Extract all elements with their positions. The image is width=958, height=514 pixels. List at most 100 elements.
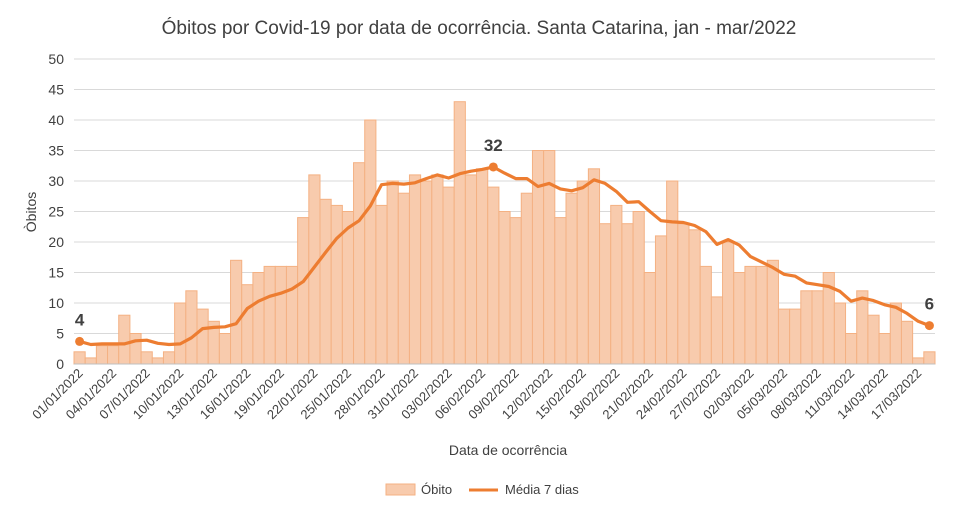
bar — [867, 314, 880, 365]
bar — [576, 180, 589, 365]
bar — [230, 259, 243, 365]
legend-label-bar: Óbito — [421, 482, 452, 497]
bar — [610, 204, 623, 365]
y-tick-label: 5 — [56, 326, 64, 342]
bar — [688, 229, 701, 365]
bar — [274, 265, 287, 365]
callout-marker — [924, 321, 934, 331]
y-tick-label: 10 — [48, 295, 64, 311]
bar — [599, 223, 612, 365]
y-tick-label: 50 — [48, 51, 64, 67]
bar — [509, 217, 522, 365]
callout-label: 6 — [925, 295, 934, 314]
bar — [621, 223, 634, 365]
bar — [677, 223, 690, 365]
bar — [498, 211, 511, 365]
bar — [364, 119, 377, 365]
bar — [710, 296, 724, 365]
bar — [845, 333, 858, 365]
bar — [632, 211, 645, 365]
bar — [442, 186, 455, 365]
callout-labels: 4 32 6 — [75, 136, 934, 346]
bar — [386, 180, 399, 365]
bar — [800, 290, 813, 365]
bar — [554, 217, 567, 365]
legend-label-line: Média 7 dias — [505, 482, 579, 497]
callout-marker — [488, 162, 498, 172]
bar — [196, 308, 209, 365]
bar — [185, 290, 198, 365]
bar — [654, 235, 668, 365]
legend: Óbito Média 7 dias — [385, 482, 579, 497]
x-axis-label: Data de ocorrência — [449, 442, 568, 458]
bar — [174, 302, 187, 365]
bar — [431, 174, 444, 365]
bar — [162, 351, 176, 365]
y-tick-label: 40 — [48, 112, 64, 128]
bar — [95, 345, 109, 365]
bar — [263, 265, 276, 365]
bar — [285, 265, 299, 365]
bar — [241, 284, 254, 365]
bar — [118, 314, 131, 365]
bar — [297, 217, 310, 365]
bar — [408, 174, 422, 365]
y-tick-label: 0 — [56, 356, 64, 372]
bar — [420, 180, 433, 365]
bar — [766, 259, 779, 365]
bar — [889, 302, 902, 365]
bar — [587, 168, 601, 365]
bar — [520, 192, 533, 365]
y-tick-label: 20 — [48, 234, 64, 250]
bar — [341, 211, 355, 365]
bar — [878, 333, 891, 365]
bar — [643, 272, 656, 365]
bar — [912, 357, 925, 365]
chart-title: Óbitos por Covid-19 por data de ocorrênc… — [162, 17, 797, 39]
y-tick-label: 25 — [48, 204, 64, 220]
bar — [140, 351, 153, 365]
bar — [453, 101, 466, 365]
bar — [397, 192, 410, 365]
moving-average-line — [77, 165, 932, 347]
bar — [833, 302, 847, 365]
bar — [319, 198, 332, 365]
bar — [722, 241, 735, 365]
bar — [252, 272, 265, 365]
bar — [375, 204, 388, 365]
bar — [699, 265, 712, 365]
bar — [464, 174, 478, 365]
bar — [777, 308, 791, 365]
bar — [218, 333, 232, 365]
y-tick-labels: 0 5 10 15 20 25 30 35 40 45 50 — [48, 51, 64, 372]
line-series — [77, 165, 932, 347]
y-tick-label: 35 — [48, 143, 64, 159]
bar — [84, 357, 97, 365]
bar — [755, 265, 768, 365]
bar — [487, 186, 500, 365]
bar — [330, 204, 343, 365]
x-tick-labels: 01/01/202204/01/202207/01/202210/01/2022… — [29, 366, 924, 423]
bar — [744, 265, 757, 365]
bar — [73, 351, 86, 365]
y-tick-label: 15 — [48, 265, 64, 281]
y-axis-label: Òbitos — [23, 192, 39, 232]
y-tick-label: 30 — [48, 173, 64, 189]
callout-marker — [75, 336, 85, 346]
bar — [353, 162, 366, 365]
callout-label: 32 — [484, 136, 503, 155]
bar — [129, 333, 142, 365]
bar — [151, 357, 164, 365]
legend-swatch-bar — [385, 483, 416, 496]
callout-label: 4 — [75, 310, 85, 329]
bar — [856, 290, 869, 365]
bar — [107, 345, 120, 365]
bar — [476, 168, 489, 365]
bar — [900, 320, 914, 365]
bar — [565, 192, 578, 365]
bar — [733, 272, 746, 365]
bar-series — [73, 101, 936, 365]
y-tick-label: 45 — [48, 82, 64, 98]
